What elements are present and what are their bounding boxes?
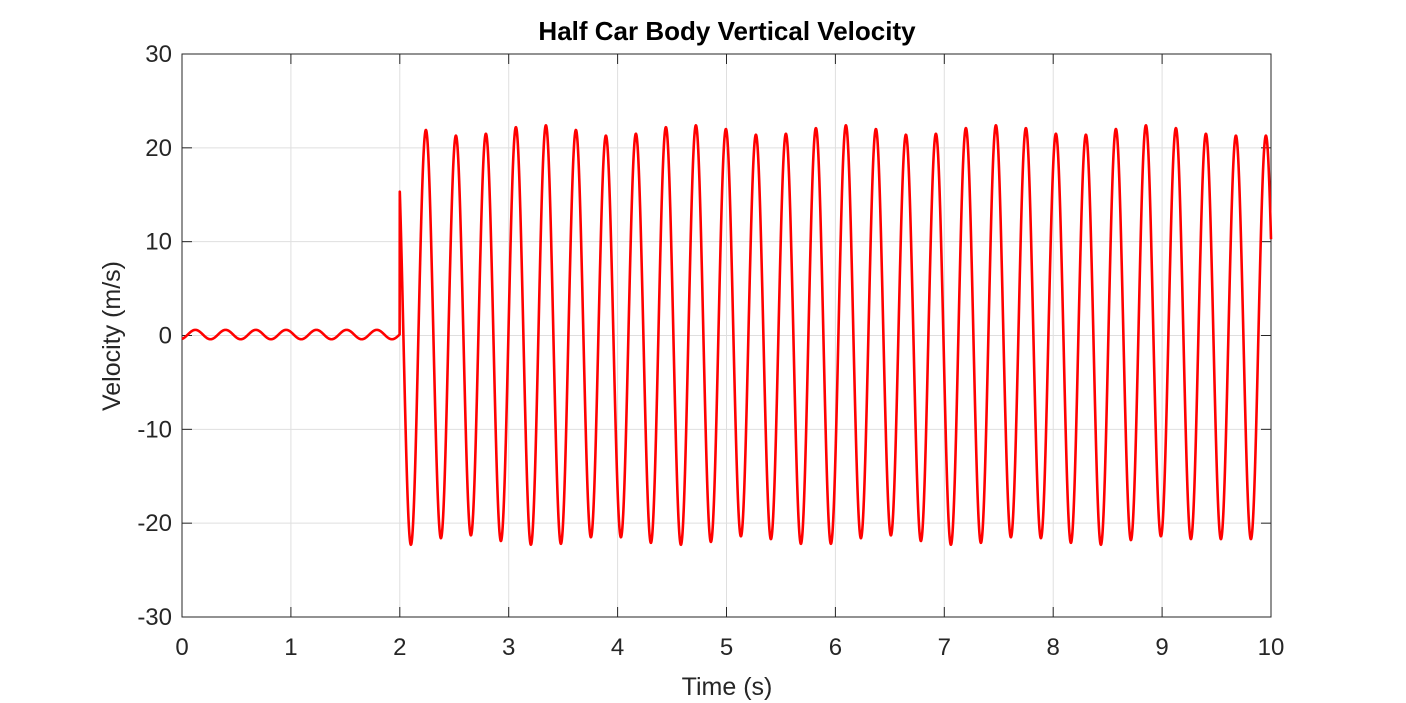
y-tick-label: 10 bbox=[145, 229, 172, 256]
y-tick-label: 0 bbox=[159, 323, 172, 350]
y-tick-label: -30 bbox=[137, 604, 172, 631]
y-tick-label: 20 bbox=[145, 135, 172, 162]
y-tick-label: -20 bbox=[137, 510, 172, 537]
x-tick-label: 5 bbox=[720, 634, 733, 661]
y-axis-label: Velocity (m/s) bbox=[98, 261, 126, 411]
x-tick-label: 2 bbox=[393, 634, 406, 661]
x-tick-label: 0 bbox=[175, 634, 188, 661]
x-tick-label: 10 bbox=[1258, 634, 1285, 661]
x-tick-labels: 0 1 2 3 4 5 6 7 8 9 10 bbox=[175, 634, 1284, 661]
series-line-velocity bbox=[180, 124, 1273, 547]
x-tick-label: 8 bbox=[1047, 634, 1060, 661]
x-tick-label: 4 bbox=[611, 634, 624, 661]
x-tick-label: 9 bbox=[1155, 634, 1168, 661]
y-tick-label: -10 bbox=[137, 416, 172, 443]
chart-title: Half Car Body Vertical Velocity bbox=[538, 16, 916, 46]
x-tick-label: 6 bbox=[829, 634, 842, 661]
x-tick-label: 1 bbox=[284, 634, 297, 661]
y-tick-label: 30 bbox=[145, 41, 172, 68]
x-axis-label: Time (s) bbox=[682, 673, 773, 701]
x-tick-label: 7 bbox=[938, 634, 951, 661]
x-tick-label: 3 bbox=[502, 634, 515, 661]
y-tick-labels: -30 -20 -10 0 10 20 30 bbox=[137, 41, 172, 631]
